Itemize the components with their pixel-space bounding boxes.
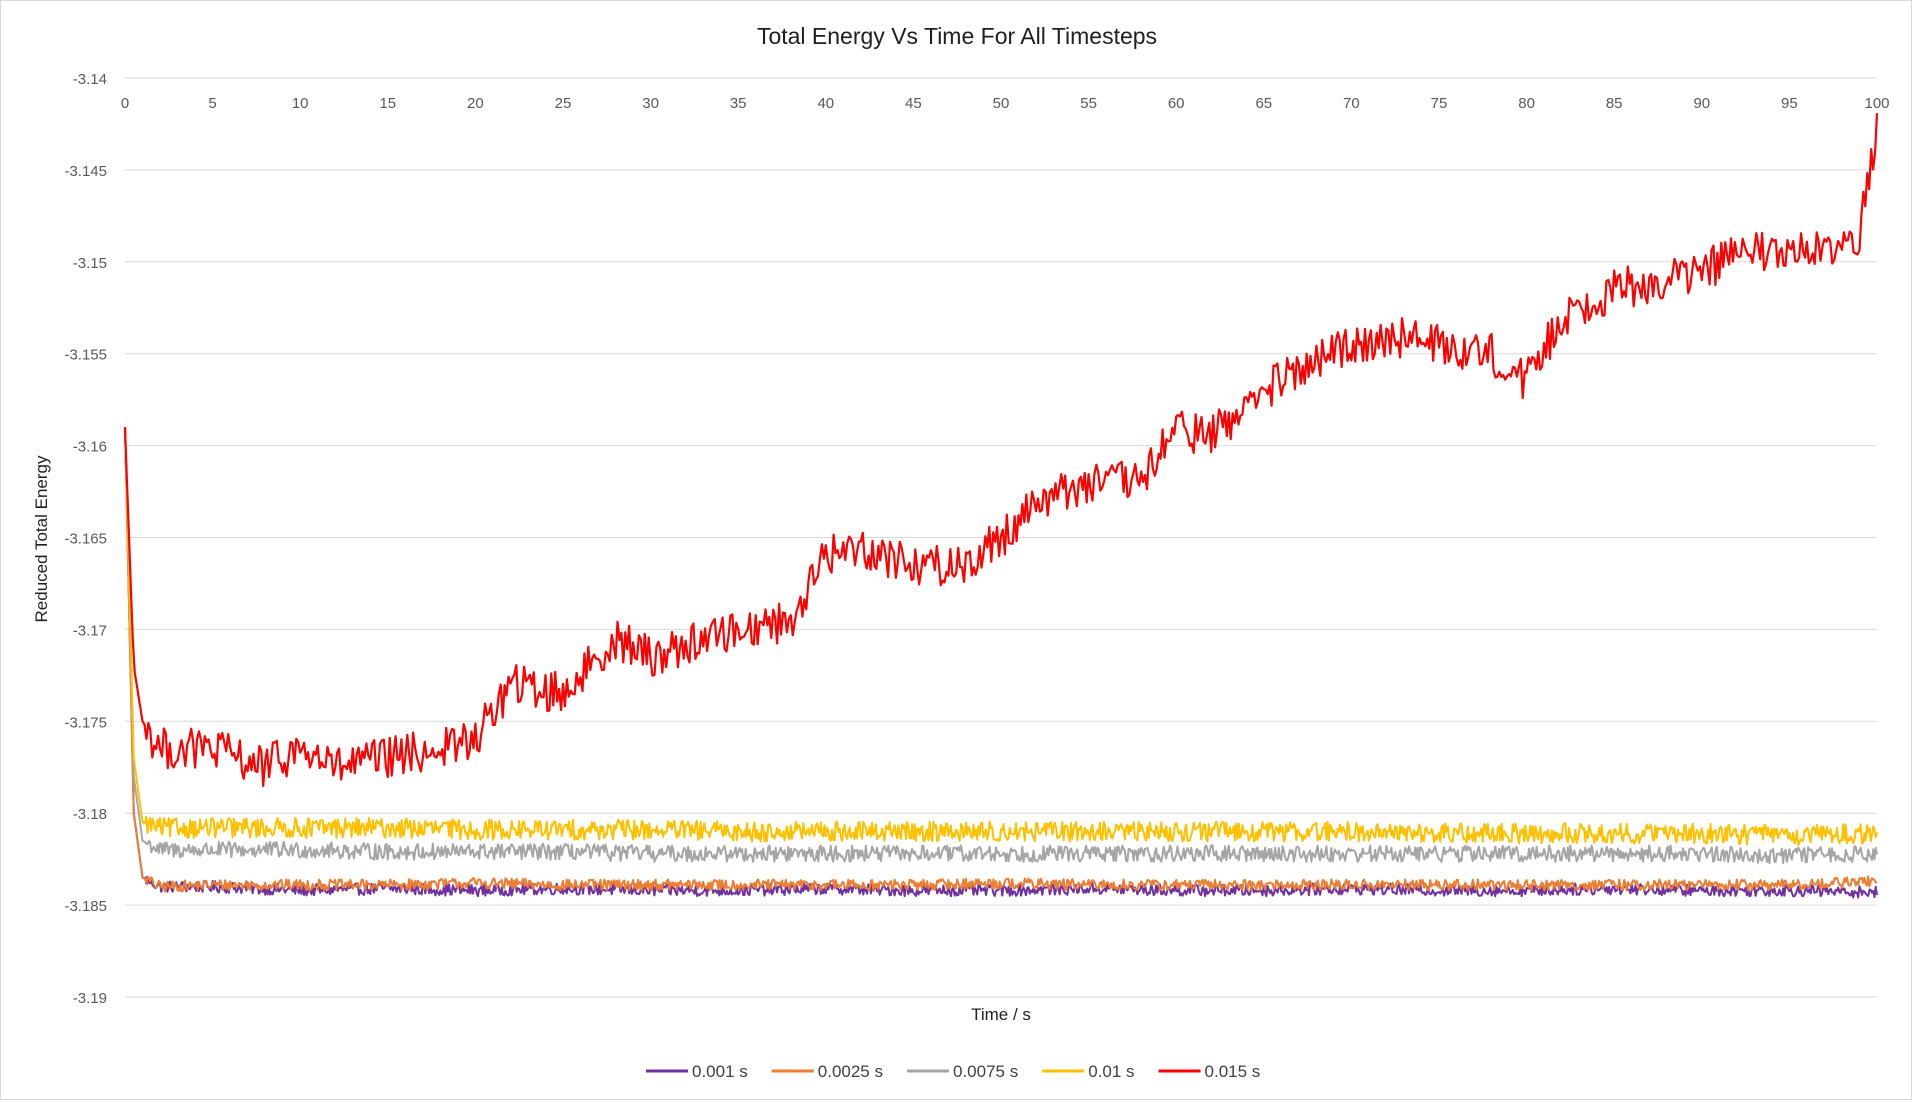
x-tick-label: 25 — [555, 95, 572, 112]
series-line-4 — [123, 113, 1879, 788]
legend-item: 0.0075 s — [907, 1062, 1018, 1081]
y-tick-label: -3.17 — [73, 622, 107, 639]
x-tick-label: 75 — [1431, 95, 1448, 112]
x-tick-label: 95 — [1781, 95, 1798, 112]
x-tick-label: 10 — [292, 95, 309, 112]
legend-item: 0.01 s — [1042, 1062, 1135, 1081]
x-tick-label: 50 — [993, 95, 1010, 112]
series-line-3 — [124, 427, 1878, 846]
y-tick-label: -3.15 — [73, 255, 107, 272]
legend-item: 0.001 s — [646, 1062, 748, 1081]
x-tick-label: 55 — [1080, 95, 1097, 112]
chart-title: Total Energy Vs Time For All Timesteps — [757, 23, 1157, 49]
x-tick-label: 80 — [1518, 95, 1535, 112]
legend-label: 0.0025 s — [818, 1062, 883, 1081]
y-tick-label: -3.145 — [64, 163, 107, 180]
y-tick-label: -3.18 — [73, 806, 107, 823]
x-tick-label: 20 — [467, 95, 484, 112]
x-tick-label: 15 — [379, 95, 396, 112]
legend-label: 0.001 s — [692, 1062, 748, 1081]
x-tick-label: 85 — [1606, 95, 1623, 112]
legend-label: 0.01 s — [1088, 1062, 1134, 1081]
series-line-1 — [124, 427, 1878, 893]
y-tick-label: -3.185 — [64, 898, 107, 915]
x-tick-label: 5 — [208, 95, 216, 112]
y-axis-label: Reduced Total Energy — [32, 455, 51, 622]
x-tick-label: 100 — [1864, 95, 1889, 112]
gridlines — [125, 77, 1877, 998]
x-tick-label: 35 — [730, 95, 747, 112]
y-tick-label: -3.155 — [64, 347, 107, 364]
y-tick-label: -3.14 — [73, 71, 107, 88]
x-tick-labels: 0 5 10 15 20 25 30 35 40 45 50 55 60 65 70 75 80 85 90 95 10… — [121, 95, 1890, 112]
y-tick-label: -3.19 — [73, 990, 107, 1007]
y-tick-label: -3.175 — [64, 714, 107, 731]
legend-label: 0.0075 s — [953, 1062, 1018, 1081]
x-axis-label: Time / s — [971, 1005, 1031, 1024]
x-tick-label: 65 — [1255, 95, 1272, 112]
legend-label: 0.015 s — [1205, 1062, 1261, 1081]
x-tick-label: 45 — [905, 95, 922, 112]
series-line-2 — [124, 427, 1878, 865]
x-tick-label: 40 — [817, 95, 834, 112]
legend: 0.001 s 0.0025 s 0.0075 s 0.01 s 0.015 s — [646, 1062, 1260, 1081]
x-tick-label: 90 — [1693, 95, 1710, 112]
x-tick-label: 30 — [642, 95, 659, 112]
series-lines — [123, 113, 1879, 899]
x-tick-label: 70 — [1343, 95, 1360, 112]
y-tick-label: -3.16 — [73, 439, 107, 456]
legend-item: 0.0025 s — [771, 1062, 883, 1081]
y-tick-labels: -3.14 -3.145 -3.15 -3.155 -3.16 -3.165 -3.17 -3… — [64, 71, 107, 1007]
legend-item: 0.015 s — [1158, 1062, 1261, 1081]
y-tick-label: -3.165 — [64, 531, 107, 548]
x-tick-label: 60 — [1168, 95, 1185, 112]
x-tick-label: 0 — [121, 95, 129, 112]
